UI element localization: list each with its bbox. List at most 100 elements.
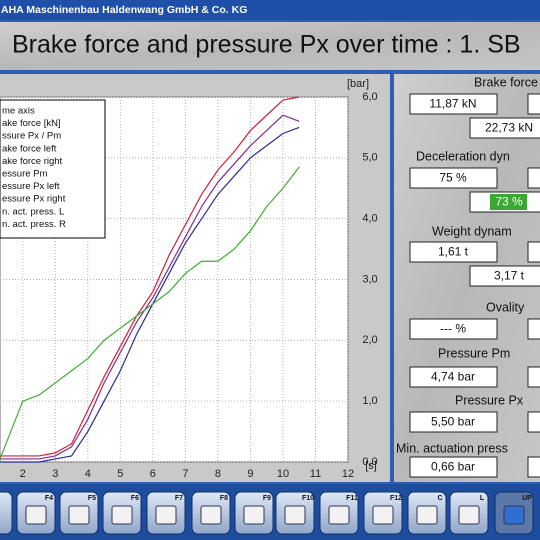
button-key: F12 [390,495,402,502]
button-icon [503,505,525,525]
toolbar-button[interactable]: F5 [59,491,99,535]
value-field: 73 % [495,195,523,209]
toolbar-button[interactable]: F10 [275,491,315,535]
series-line [0,114,300,460]
x-tick-label: 8 [215,468,221,480]
button-key: F10 [302,495,314,502]
toolbar-button[interactable]: F7 [146,491,186,535]
x-tick-label: 2 [20,468,26,480]
section-label: Deceleration dyn [416,149,510,163]
button-icon [458,505,480,525]
button-key: F4 [45,495,53,502]
legend-entry: essure Px right [2,194,66,205]
value-box [409,366,498,388]
value-box [469,265,540,287]
y-tick-label: 2,0 [362,334,377,346]
x-tick-label: 4 [85,468,91,480]
heading: Brake force and pressure Px over time : … [12,31,521,59]
section-label: Pressure Pm [438,346,510,360]
value-box [527,456,540,478]
toolbar-button[interactable]: F4 [16,491,56,535]
y-tick-label: 3,0 [362,273,377,285]
button-key: F11 [346,495,358,502]
button-icon [328,505,350,525]
button-icon [284,505,306,525]
legend-box [0,99,106,239]
button-key: UP [522,495,532,502]
x-axis-label: [s] [365,460,377,472]
legend-entry: ssure Px / Pm [2,131,61,142]
value-box [409,241,498,263]
button-key: F7 [175,495,183,502]
legend-entry: essure Pm [2,169,47,180]
x-tick-label: 6 [150,468,156,480]
y-tick-label: 0,0 [362,456,377,468]
value-box [527,167,540,189]
button-icon [372,505,394,525]
window-title: AHA Maschinenbau Haldenwang GmbH & Co. K… [1,4,247,16]
value-field: 11,87 kN [429,97,476,111]
x-tick-label: 12 [342,468,354,480]
value-box [409,318,498,340]
button-key: F8 [220,495,228,502]
legend-entry: ake force right [2,156,63,167]
section-label: Ovality [486,300,525,314]
value-field: 1,61 t [438,245,469,259]
x-tick-label: 5 [117,468,123,480]
x-tick-label: 3 [52,468,58,480]
y-axis-label: [bar] [347,78,369,90]
value-box [527,93,540,115]
section-label: Min. actuation press [396,441,508,455]
button-icon [155,505,177,525]
toolbar-button[interactable]: F9 [234,491,274,535]
button-icon [243,505,265,525]
legend-entry: ake force [kN] [2,118,61,129]
value-box [409,456,498,478]
value-box [527,241,540,263]
heading-band [0,22,540,70]
toolbar-button[interactable]: F6 [102,491,142,535]
toolbar-button [0,491,13,535]
button-key: L [480,495,485,502]
button-icon [200,505,222,525]
y-tick-label: 6,0 [362,91,377,103]
x-tick-label: 7 [182,468,188,480]
section-label: Brake force [474,75,538,89]
legend-entry: ake force left [2,143,57,154]
value-box [409,411,498,433]
y-tick-label: 1,0 [362,395,377,407]
button-key: C [437,495,442,502]
value-box [409,93,498,115]
button-key: F9 [263,495,271,502]
toolbar-button[interactable]: F12 [363,491,403,535]
button-icon [416,505,438,525]
value-box [527,366,540,388]
toolbar-button[interactable]: UP [494,491,534,535]
value-field: 3,17 t [494,269,525,283]
toolbar-button[interactable]: F11 [319,491,359,535]
value-field: 4,74 bar [431,370,475,384]
section-label: Weight dynam [432,224,512,238]
value-field: 75 % [439,171,467,185]
x-tick-label: 11 [310,468,321,480]
value-box [469,117,540,139]
toolbar-button[interactable]: C [407,491,447,535]
toolbar-button[interactable]: L [449,491,489,535]
value-field: --- % [440,322,466,336]
legend-entry: essure Px left [2,181,60,192]
series-line [0,166,300,460]
section-label: Pressure Px [455,393,524,407]
gauge-fill [490,194,527,210]
legend-entry: n. act. press. R [2,219,66,230]
value-field: 22,73 kN [485,121,533,135]
y-tick-label: 4,0 [362,213,377,225]
button-icon [68,505,90,525]
value-field: 0,66 bar [431,460,475,474]
value-field: 5,50 bar [431,415,475,429]
button-key: F5 [88,495,96,502]
button-icon [25,505,47,525]
toolbar-button[interactable]: F8 [191,491,231,535]
legend-entry: me axis [2,106,35,117]
